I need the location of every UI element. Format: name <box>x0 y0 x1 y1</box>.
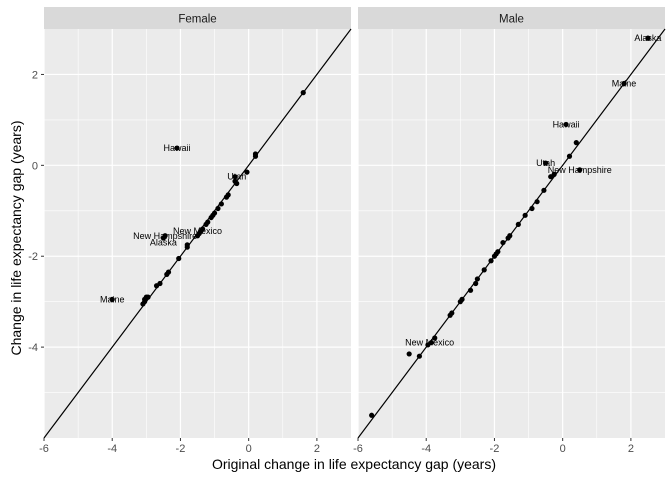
data-point <box>474 276 480 282</box>
x-tick-label: 0 <box>560 443 566 455</box>
data-point <box>447 312 453 318</box>
point-label: Utah <box>536 158 555 168</box>
data-point <box>244 169 250 175</box>
y-axis-title: Change in life expectancy gap (years) <box>8 120 24 355</box>
data-point <box>500 239 506 246</box>
data-point <box>234 180 240 187</box>
x-tick-label: 2 <box>314 443 320 455</box>
data-point <box>473 280 479 287</box>
point-label: New Mexico <box>173 226 222 236</box>
data-point <box>140 301 146 307</box>
data-point <box>208 214 214 221</box>
x-tick-label: -2 <box>490 443 500 455</box>
data-point <box>457 299 463 305</box>
x-tick-label: -4 <box>107 443 117 455</box>
point-label: Hawaii <box>164 143 191 153</box>
data-point <box>184 244 190 250</box>
y-tick-label: 0 <box>32 160 38 172</box>
data-point <box>215 205 221 212</box>
point-label: Hawaii <box>553 119 580 129</box>
data-point <box>416 353 422 359</box>
data-point <box>203 221 209 228</box>
point-label: Alaska <box>150 238 177 248</box>
data-point <box>541 187 547 193</box>
data-point <box>406 351 412 357</box>
x-tick-label: -2 <box>176 443 186 455</box>
data-point <box>577 167 583 173</box>
x-axis-title: Original change in life expectancy gap (… <box>212 456 496 472</box>
facet-strip-label: Female <box>178 14 216 26</box>
data-point <box>142 296 148 302</box>
data-point <box>481 267 487 273</box>
data-point <box>505 235 511 241</box>
data-point <box>467 287 474 293</box>
x-tick-label: 0 <box>246 443 252 455</box>
data-point <box>194 233 201 239</box>
data-point <box>174 145 180 151</box>
data-point <box>252 153 259 159</box>
data-point <box>232 174 238 180</box>
data-point <box>157 280 163 287</box>
data-point <box>300 90 306 96</box>
data-point <box>573 140 579 146</box>
x-tick-label: -6 <box>39 443 49 455</box>
data-point <box>522 212 528 218</box>
data-point <box>529 205 535 212</box>
data-point <box>369 412 375 418</box>
data-point <box>645 35 651 41</box>
data-point <box>162 233 168 239</box>
point-label: Alaska <box>634 33 661 43</box>
facet-strip <box>44 7 351 29</box>
facet-strip-label: Male <box>499 14 524 26</box>
point-label: Maine <box>100 294 125 304</box>
y-tick-label: -4 <box>28 342 38 354</box>
point-label: New Hampshire <box>133 231 197 241</box>
x-tick-label: 2 <box>628 443 634 455</box>
data-point <box>176 255 182 262</box>
data-point <box>432 335 438 341</box>
point-label: New Hampshire <box>548 165 612 175</box>
data-point <box>563 121 569 128</box>
data-point <box>621 80 627 87</box>
y-tick-label: 2 <box>32 69 38 81</box>
data-point <box>425 342 431 348</box>
data-point <box>548 174 554 180</box>
x-tick-label: -6 <box>353 443 363 455</box>
data-point <box>491 253 498 259</box>
data-point <box>109 296 115 302</box>
data-point <box>223 194 230 200</box>
data-point <box>566 153 573 159</box>
point-label: Maine <box>612 79 637 89</box>
facet-strip <box>358 7 665 29</box>
point-label: Utah <box>227 172 246 182</box>
x-tick-label: -4 <box>421 443 431 455</box>
data-point <box>534 199 540 205</box>
y-tick-label: -2 <box>28 251 38 263</box>
data-point <box>488 258 494 264</box>
point-label: New Mexico <box>405 338 454 348</box>
data-point <box>543 160 549 166</box>
identity-line <box>357 28 666 439</box>
data-point <box>515 221 521 228</box>
data-point <box>164 271 170 277</box>
data-point <box>218 201 224 207</box>
